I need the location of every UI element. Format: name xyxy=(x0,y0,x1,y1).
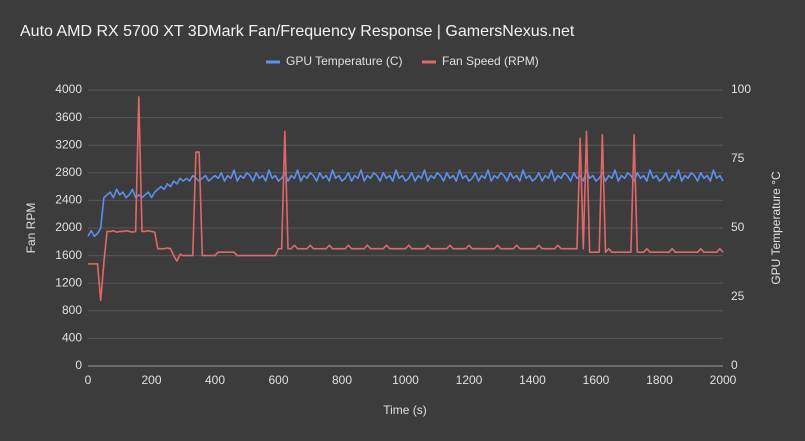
y2-axis-title: GPU Temperature °C xyxy=(769,171,783,285)
x-tick-label: 0 xyxy=(85,373,92,387)
y2-tick-label: 50 xyxy=(731,220,745,234)
x-tick-label: 1400 xyxy=(519,373,546,387)
y2-tick-label: 100 xyxy=(731,82,751,96)
y-tick-label: 800 xyxy=(62,303,82,317)
x-tick-label: 1800 xyxy=(646,373,673,387)
y-tick-label: 400 xyxy=(62,331,82,345)
x-tick-label: 200 xyxy=(141,373,161,387)
chart-title: Auto AMD RX 5700 XT 3DMark Fan/Frequency… xyxy=(20,23,575,40)
y-tick-label: 3200 xyxy=(55,137,82,151)
y-tick-label: 1600 xyxy=(55,248,82,262)
y-axis-title: Fan RPM xyxy=(24,203,38,254)
y-tick-label: 0 xyxy=(75,358,82,372)
x-axis-title: Time (s) xyxy=(383,403,427,417)
y-tick-label: 3600 xyxy=(55,110,82,124)
y-tick-label: 2400 xyxy=(55,193,82,207)
x-tick-label: 800 xyxy=(332,373,352,387)
x-tick-label: 1600 xyxy=(583,373,610,387)
y-tick-label: 2000 xyxy=(55,220,82,234)
x-tick-label: 600 xyxy=(268,373,288,387)
legend-label: Fan Speed (RPM) xyxy=(442,54,539,68)
y2-tick-label: 0 xyxy=(731,358,738,372)
y-tick-label: 1200 xyxy=(55,275,82,289)
x-tick-label: 1000 xyxy=(392,373,419,387)
x-tick-label: 1200 xyxy=(456,373,483,387)
x-tick-label: 2000 xyxy=(710,373,737,387)
y-tick-label: 2800 xyxy=(55,165,82,179)
legend-label: GPU Temperature (C) xyxy=(286,54,402,68)
y2-tick-label: 75 xyxy=(731,151,745,165)
x-tick-label: 400 xyxy=(205,373,225,387)
series-line xyxy=(87,169,724,238)
series-line xyxy=(88,96,724,302)
y-tick-label: 4000 xyxy=(55,82,82,96)
y2-tick-label: 25 xyxy=(731,289,745,303)
